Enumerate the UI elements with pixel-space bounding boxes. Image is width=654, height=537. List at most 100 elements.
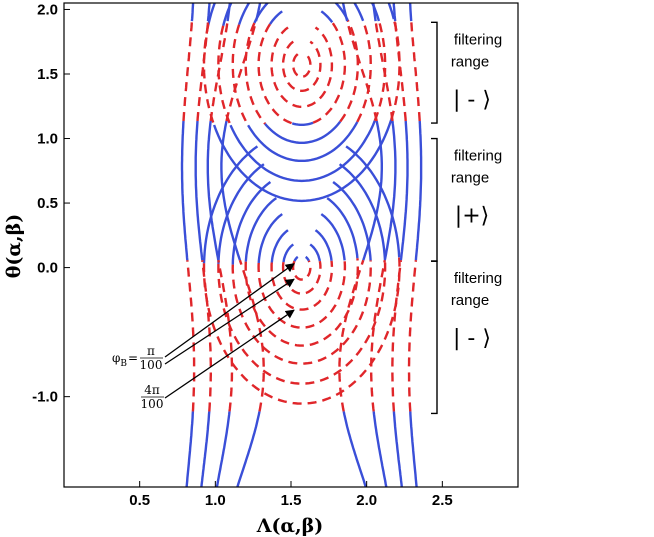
y-tick-label: 0.5 bbox=[37, 195, 58, 212]
dashed-contour-segment bbox=[196, 21, 210, 122]
y-tick-label: 2.0 bbox=[37, 1, 58, 18]
solid-contour-segment bbox=[392, 411, 403, 487]
dashed-contour-segment bbox=[201, 259, 212, 412]
filtering-range-brackets: filtering range | - ⟩ filtering range |+⟩ filt… bbox=[431, 21, 502, 415]
solid-contour-segment bbox=[345, 145, 401, 258]
dashed-contour-segment bbox=[391, 259, 403, 412]
second-fraction-denominator: 100 bbox=[141, 397, 164, 411]
range-label-line2: range bbox=[451, 292, 489, 309]
x-tick-label: 2.0 bbox=[356, 492, 377, 509]
solid-contour-segment bbox=[305, 255, 310, 262]
solid-contour-segment bbox=[392, 3, 397, 22]
solid-contour-segment bbox=[320, 10, 334, 24]
solid-contour-segment bbox=[342, 411, 367, 487]
solid-contour-segment bbox=[236, 411, 261, 487]
y-tick-label: 1.5 bbox=[37, 66, 58, 83]
solid-contour-segment bbox=[206, 120, 220, 261]
solid-contour-segment bbox=[200, 411, 211, 487]
solid-contour-segment bbox=[190, 3, 195, 22]
solid-contour-segment bbox=[291, 121, 314, 126]
dashed-contour-segment bbox=[231, 260, 372, 365]
solid-contour-segment bbox=[247, 121, 359, 162]
solid-contour-segment bbox=[270, 229, 289, 263]
annotation-arrow bbox=[164, 309, 295, 399]
x-tick-label: 1.5 bbox=[281, 492, 302, 509]
solid-contour-segment bbox=[282, 243, 295, 263]
range-label-line2: range bbox=[451, 170, 489, 187]
dashed-contour-segment bbox=[281, 40, 322, 92]
dashed-contour-segment bbox=[231, 24, 250, 126]
dashed-contour-segment bbox=[390, 18, 401, 120]
dashed-contour-segment bbox=[291, 260, 312, 281]
dashed-contour-segment bbox=[257, 23, 293, 125]
solid-contour-segment bbox=[212, 119, 393, 203]
solid-contour-segment bbox=[414, 120, 423, 261]
solid-contour-segment bbox=[326, 197, 359, 259]
dashed-contour-segment bbox=[338, 259, 365, 412]
range-label-line2: range bbox=[451, 53, 489, 70]
phi-annotation: φB= π 100 4π 100 bbox=[112, 344, 164, 411]
solid-contour-segment bbox=[320, 213, 346, 261]
dashed-contour-segment bbox=[281, 260, 322, 295]
dashed-contour-segment bbox=[291, 53, 312, 78]
solid-contour-segment bbox=[314, 229, 333, 261]
range-state-label: | - ⟩ bbox=[453, 87, 491, 112]
solid-contour-segment bbox=[353, 3, 365, 22]
solid-contour-segment bbox=[293, 255, 299, 262]
range-label-line1: filtering bbox=[454, 270, 502, 287]
annotation-arrows bbox=[164, 263, 295, 399]
solid-contour-segment bbox=[399, 120, 409, 261]
solid-contour-segment bbox=[408, 3, 413, 22]
solid-contour-segment bbox=[372, 3, 377, 22]
dashed-contour-segment bbox=[209, 20, 229, 122]
solid-contour-segment bbox=[383, 120, 397, 261]
dashed-contour-segment bbox=[182, 21, 194, 122]
range-state-label: |+⟩ bbox=[455, 204, 489, 229]
y-axis-ticks: -1.0 0.0 0.5 1.0 1.5 2.0 bbox=[32, 1, 70, 406]
solid-contour-segment bbox=[207, 3, 216, 26]
solid-contour-segment bbox=[362, 120, 383, 261]
svg-text:φB=: φB= bbox=[112, 351, 138, 369]
dashed-contour-segment bbox=[270, 26, 334, 108]
dashed-contour-segment bbox=[356, 20, 372, 123]
y-tick-label: 0.0 bbox=[37, 260, 58, 277]
solid-contour-segment bbox=[215, 411, 231, 487]
solid-contour-segment bbox=[257, 213, 283, 264]
solid-contour-segment bbox=[409, 411, 418, 487]
range-state-label: | - ⟩ bbox=[453, 326, 491, 351]
dashed-contour-segment bbox=[374, 20, 394, 122]
x-tick-label: 2.5 bbox=[432, 492, 453, 509]
x-axis-ticks: 0.5 1.0 1.5 2.0 2.5 bbox=[129, 481, 453, 509]
range-label-line1: filtering bbox=[454, 31, 502, 48]
dashed-contour-segment bbox=[370, 259, 386, 412]
phi-fraction-numerator: π bbox=[147, 344, 155, 358]
dashed-contour-segment bbox=[217, 259, 234, 412]
annotation-arrow bbox=[164, 278, 295, 365]
solid-contour-segment bbox=[231, 181, 272, 265]
solid-contour-segment bbox=[226, 3, 232, 22]
dashed-contour-segment bbox=[217, 258, 387, 385]
dashed-contour-segment bbox=[186, 259, 196, 412]
dashed-contour-segment bbox=[346, 20, 378, 122]
solid-contour-segment bbox=[217, 163, 265, 264]
y-axis-title: θ(α,β) bbox=[3, 214, 25, 279]
dashed-contour-segment bbox=[407, 259, 418, 412]
dashed-contour-segment bbox=[238, 259, 266, 412]
x-tick-label: 0.5 bbox=[129, 492, 150, 509]
solid-contour-segment bbox=[237, 3, 251, 25]
x-tick-label: 1.0 bbox=[205, 492, 226, 509]
solid-contour-segment bbox=[338, 163, 387, 259]
solid-contour-segment bbox=[180, 120, 189, 261]
dashed-contour-segment bbox=[410, 20, 421, 122]
solid-contour-segment bbox=[244, 197, 278, 262]
phi-equals: = bbox=[128, 351, 138, 365]
solid-contour-segment bbox=[309, 243, 321, 262]
solid-contour-segment bbox=[372, 411, 388, 487]
phi-subscript: B bbox=[120, 359, 127, 369]
solid-contour-segment bbox=[229, 120, 376, 183]
dashed-contour-segment bbox=[244, 22, 267, 125]
range-bracket bbox=[431, 260, 438, 415]
x-axis-title: Λ(α,β) bbox=[256, 515, 324, 537]
phi-fraction-denominator: 100 bbox=[140, 358, 163, 372]
